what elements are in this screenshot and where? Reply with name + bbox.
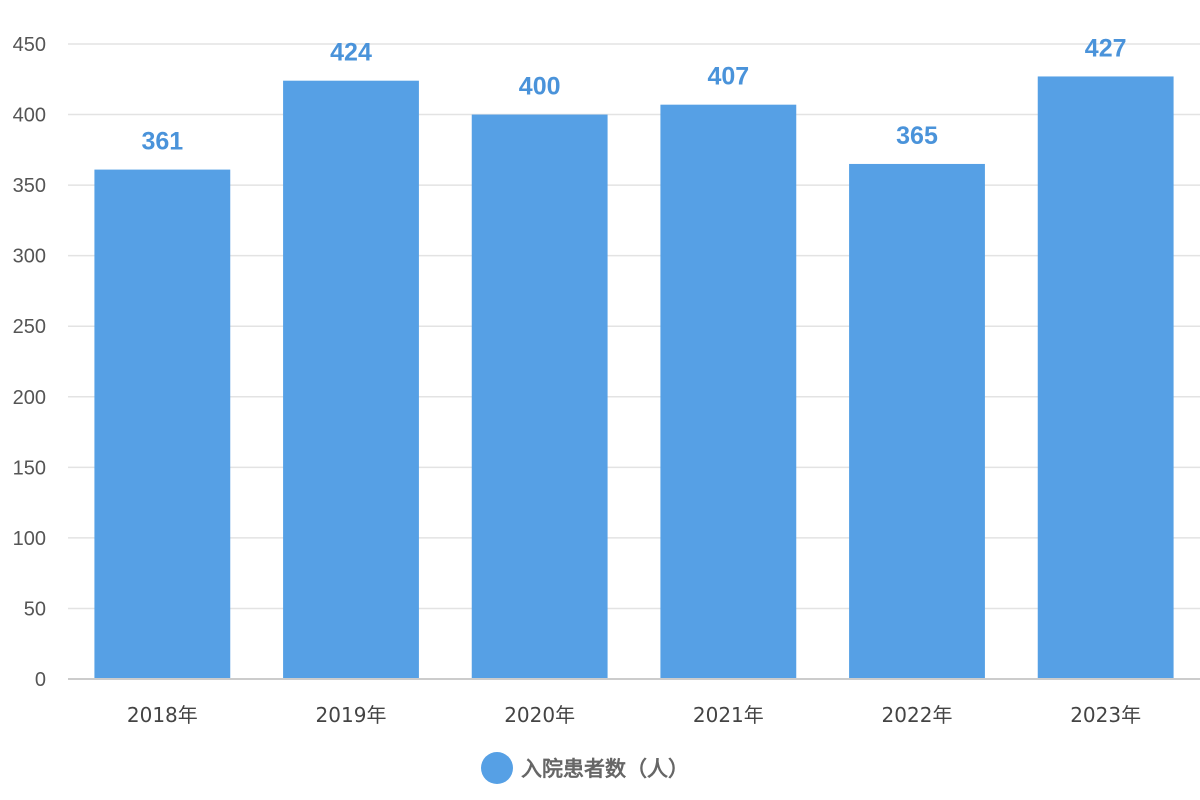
y-tick-label: 400: [13, 105, 46, 127]
data-label: 400: [519, 73, 561, 101]
data-label: 407: [707, 63, 749, 91]
y-tick-label: 100: [13, 528, 46, 550]
data-labels: 361 424 400 407 365 427: [141, 34, 1126, 155]
y-tick-label: 350: [13, 175, 46, 197]
bar[interactable]: [94, 169, 231, 680]
y-tick-label: 300: [13, 246, 46, 268]
y-tick-label: 450: [13, 34, 46, 56]
legend[interactable]: 入院患者数（人）: [481, 752, 689, 784]
y-tick-label: 0: [35, 669, 46, 691]
x-axis-ticks: 2018年 2019年 2020年 2021年 2022年 2023年: [127, 703, 1141, 727]
x-tick-label: 2021年: [693, 703, 764, 727]
data-label: 365: [896, 122, 938, 150]
y-tick-label: 200: [13, 387, 46, 409]
grid-lines: [68, 43, 1200, 610]
bar[interactable]: [849, 163, 985, 679]
bar[interactable]: [660, 104, 797, 679]
bars: [94, 76, 1174, 680]
legend-label: 入院患者数（人）: [521, 757, 689, 781]
bar[interactable]: [1037, 76, 1174, 679]
y-tick-label: 50: [24, 598, 46, 620]
x-tick-label: 2022年: [882, 703, 953, 727]
bar[interactable]: [471, 114, 608, 680]
x-tick-label: 2020年: [504, 703, 575, 727]
x-tick-label: 2019年: [316, 703, 387, 727]
x-tick-label: 2023年: [1070, 703, 1141, 727]
y-tick-label: 250: [13, 316, 46, 338]
y-axis-ticks: 0 50 100 150 200 250 300 350 400 450: [13, 34, 46, 691]
bar[interactable]: [283, 80, 419, 679]
data-label: 424: [330, 39, 372, 67]
legend-marker-icon: [481, 752, 513, 784]
data-label: 361: [141, 128, 183, 156]
data-label: 427: [1085, 34, 1127, 62]
x-tick-label: 2018年: [127, 703, 198, 727]
y-tick-label: 150: [13, 457, 46, 479]
